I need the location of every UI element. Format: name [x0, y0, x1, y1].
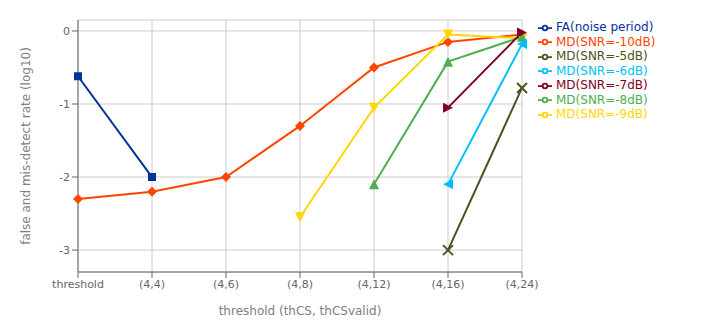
html-text:FA(noise period): FA(noise period) [556, 20, 654, 34]
svg-text:(4,16): (4,16) [431, 278, 464, 291]
html-text:MD(SNR=-6dB): MD(SNR=-6dB) [556, 63, 648, 78]
svg-text:(4,12): (4,12) [357, 278, 390, 291]
svg-text:0: 0 [63, 25, 70, 38]
svg-text:threshold: threshold [52, 278, 104, 291]
html-text:MD(SNR=-9dB): MD(SNR=-9dB) [556, 107, 648, 121]
svg-text:(4,4): (4,4) [139, 278, 165, 291]
html-text:MD(SNR=-7dB): MD(SNR=-7dB) [556, 78, 648, 92]
svg-text:false and mis-detect rate (log: false and mis-detect rate (log10) [19, 47, 33, 245]
svg-text:(4,24): (4,24) [505, 278, 538, 291]
svg-text:-2: -2 [59, 171, 70, 184]
svg-text:(4,6): (4,6) [213, 278, 239, 291]
svg-text:-3: -3 [59, 244, 70, 257]
html-text:MD(SNR=-10dB): MD(SNR=-10dB) [556, 34, 656, 49]
html-text:MD(SNR=-5dB): MD(SNR=-5dB) [556, 49, 648, 63]
html-text:MD(SNR=-8dB): MD(SNR=-8dB) [556, 92, 648, 107]
svg-text:-1: -1 [59, 98, 70, 111]
svg-text:(4,8): (4,8) [287, 278, 313, 291]
svg-text:threshold (thCS, thCSvalid): threshold (thCS, thCSvalid) [219, 304, 382, 318]
